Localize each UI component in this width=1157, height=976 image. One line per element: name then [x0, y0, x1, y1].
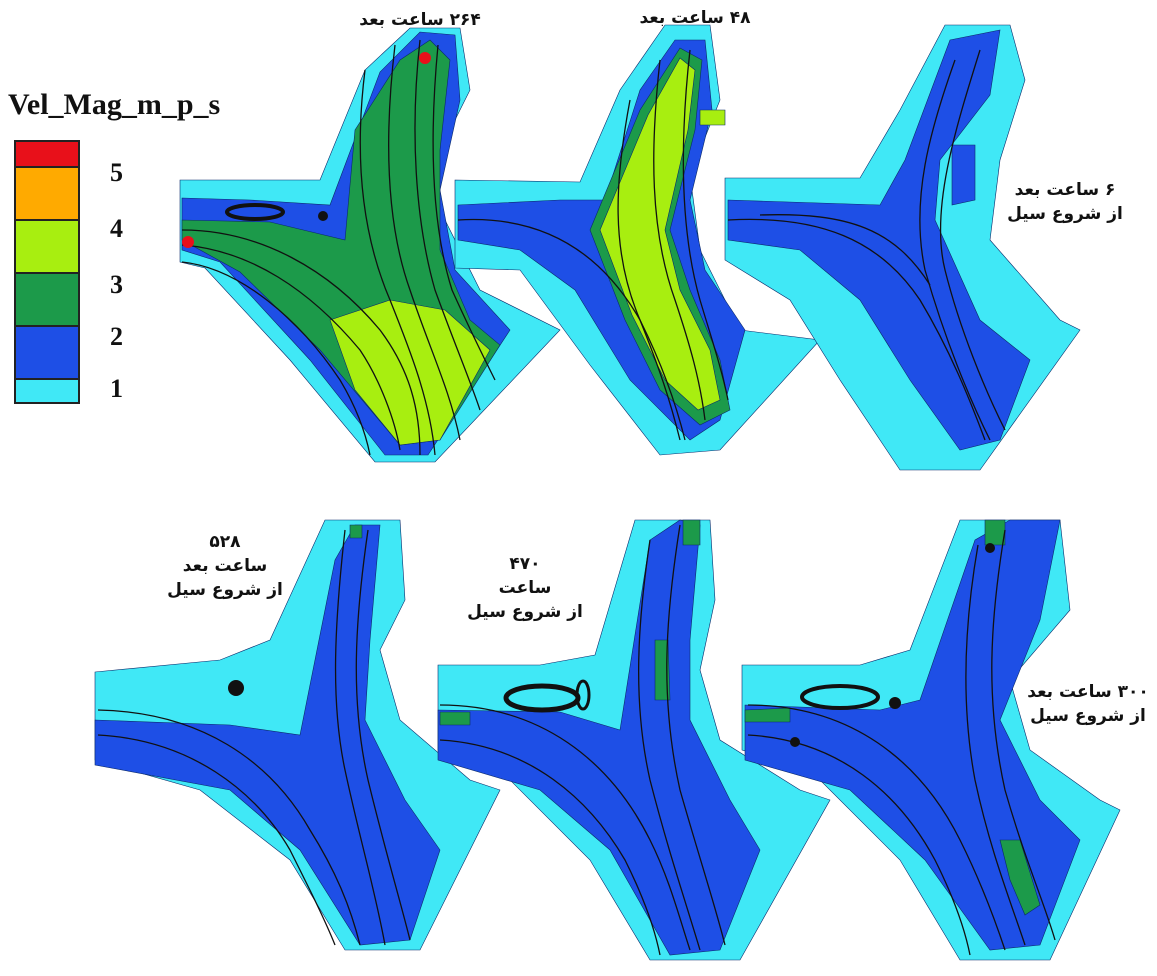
- panel-6h-caption: ۶ ساعت بعد از شروع سیل: [1000, 178, 1130, 226]
- panel-528h-map: [94, 519, 501, 951]
- panel-300h-map: [741, 519, 1121, 961]
- legend-swatch-3: [16, 220, 78, 274]
- panel-470h-caption: ۴۷۰ ساعت از شروع سیل: [450, 552, 600, 624]
- caption-line: ۴۸ ساعت بعد: [639, 8, 751, 28]
- caption-line: از شروع سیل: [1007, 204, 1123, 224]
- caption-line: ساعت بعد: [182, 556, 268, 576]
- panel-470h-map: [437, 519, 831, 961]
- caption-line: ۴۷۰: [509, 554, 541, 574]
- panel-528h-caption: ۵۲۸ ساعت بعد از شروع سیل: [150, 530, 300, 602]
- panel-6h-map: [724, 24, 1081, 471]
- legend-tick-2: 2: [110, 322, 123, 351]
- caption-line: از شروع سیل: [467, 602, 583, 622]
- panel-48h-map: [454, 24, 821, 456]
- caption-line: ۵۲۸: [209, 532, 241, 552]
- caption-line: از شروع سیل: [1030, 706, 1146, 726]
- caption-line: ساعت: [498, 578, 552, 598]
- panel-264h-map: [179, 27, 561, 463]
- legend-swatch-4: [16, 167, 78, 221]
- caption-line: ۲۶۴ ساعت بعد: [359, 10, 481, 30]
- panel-264h-caption: ۲۶۴ ساعت بعد: [330, 8, 510, 32]
- panel-48h-caption: ۴۸ ساعت بعد: [610, 6, 780, 30]
- panel-300h-caption: ۳۰۰ ساعت بعد از شروع سیل: [1020, 680, 1156, 728]
- legend-swatch-5: [16, 142, 78, 168]
- legend-tick-5: 5: [110, 158, 123, 187]
- legend-title: Vel_Mag_m_p_s: [8, 88, 221, 121]
- legend-tick-4: 4: [110, 214, 123, 243]
- legend-swatch-2: [16, 274, 78, 328]
- legend-swatch-1: [16, 327, 78, 381]
- legend-tick-1: 1: [110, 374, 123, 403]
- legend-swatch-0: [16, 380, 78, 403]
- legend-tick-3: 3: [110, 270, 123, 299]
- caption-line: ۶ ساعت بعد: [1014, 180, 1116, 200]
- caption-line: از شروع سیل: [167, 580, 283, 600]
- caption-line: ۳۰۰ ساعت بعد: [1027, 682, 1149, 702]
- color-legend: [14, 140, 80, 404]
